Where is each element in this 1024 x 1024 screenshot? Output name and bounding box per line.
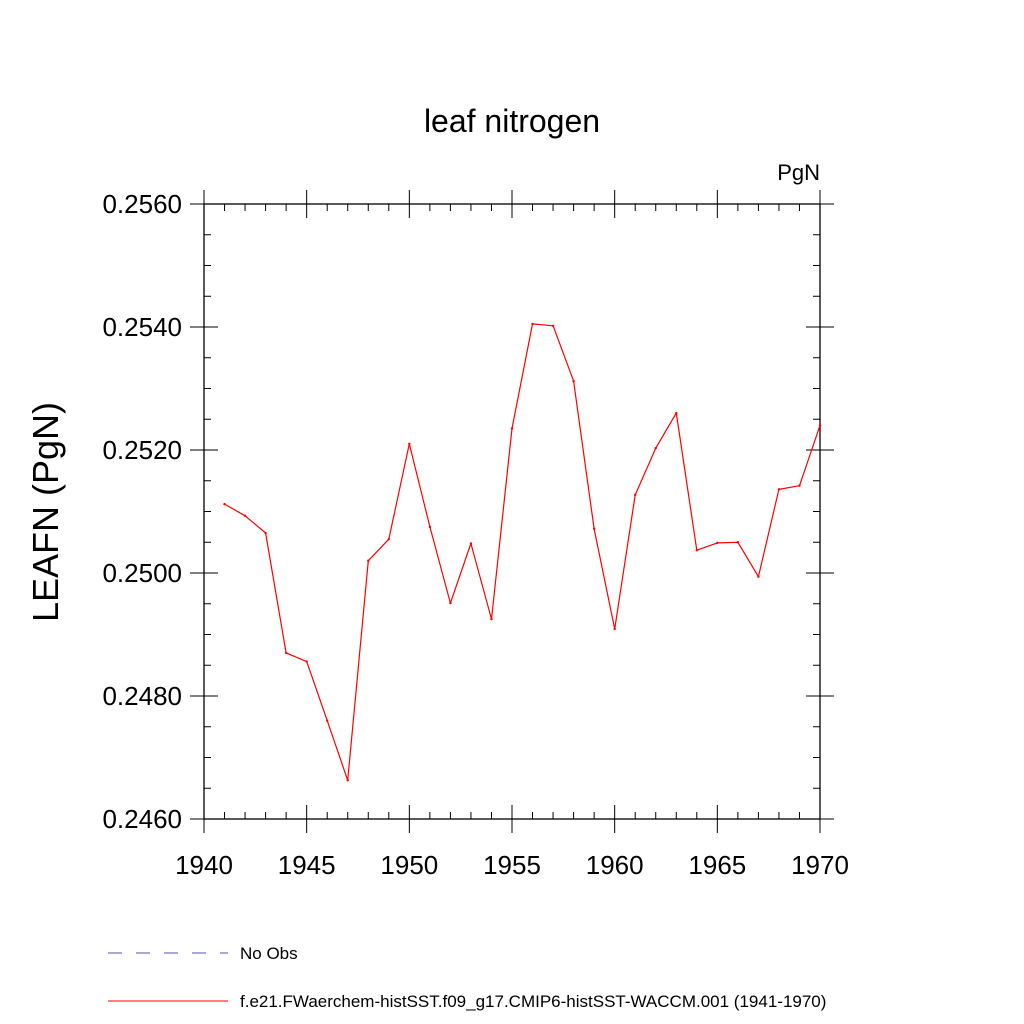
x-tick-label: 1970: [791, 850, 849, 880]
series-point: [284, 651, 288, 655]
series-point: [326, 719, 329, 722]
y-tick-label: 0.2520: [102, 435, 182, 465]
x-tick-label: 1950: [380, 850, 438, 880]
y-tick-label: 0.2560: [102, 189, 182, 219]
series-point: [428, 525, 432, 529]
x-tick-label: 1945: [278, 850, 336, 880]
series-point: [757, 575, 760, 578]
series-point: [346, 779, 349, 782]
series-point: [305, 660, 308, 663]
y-tick-label: 0.2540: [102, 312, 182, 342]
x-tick-label: 1940: [175, 850, 233, 880]
chart-title: leaf nitrogen: [424, 103, 600, 139]
units-label: PgN: [777, 160, 820, 185]
series-point: [510, 427, 514, 430]
series-layer: [223, 322, 822, 782]
series-point: [264, 531, 267, 535]
y-axis-title: LEAFN (PgN): [25, 402, 66, 622]
x-tick-label: 1955: [483, 850, 541, 880]
series-point: [695, 549, 698, 552]
series-point: [777, 488, 781, 491]
series-point: [551, 324, 555, 327]
series-point: [490, 617, 493, 621]
series-point: [572, 379, 575, 383]
y-tick-label: 0.2480: [102, 681, 182, 711]
series-point: [798, 484, 801, 487]
series-point: [592, 527, 596, 530]
y-axis-ticks: 0.2460 0.2480 0.2500 0.2520 0.2540 0.2560: [102, 189, 834, 834]
series-point: [531, 322, 534, 326]
series-point: [634, 493, 637, 497]
series-point: [675, 411, 678, 415]
series-point: [469, 542, 473, 545]
series-point: [654, 446, 657, 450]
plot-frame: [203, 203, 821, 820]
y-tick-label: 0.2500: [102, 558, 182, 588]
x-tick-label: 1965: [688, 850, 746, 880]
series-point: [387, 537, 390, 541]
series-point: [818, 424, 822, 427]
legend: No Obs f.e21.FWaerchem-histSST.f09_g17.CM…: [108, 944, 826, 1011]
series-point: [449, 601, 452, 605]
x-tick-label: 1960: [586, 850, 644, 880]
series-point: [613, 627, 616, 631]
series-point: [243, 514, 247, 518]
legend-label: f.e21.FWaerchem-histSST.f09_g17.CMIP6-hi…: [240, 992, 826, 1011]
series-point: [223, 502, 226, 506]
y-tick-label: 0.2460: [102, 804, 182, 834]
series-point: [716, 541, 719, 545]
x-axis-ticks: 1940 1945 1950 1955 1960 1965 1970: [175, 190, 849, 880]
series-point: [367, 559, 370, 562]
legend-label: No Obs: [240, 944, 298, 963]
series-point: [736, 541, 740, 544]
series-point: [408, 442, 411, 446]
series-line: [224, 323, 821, 781]
